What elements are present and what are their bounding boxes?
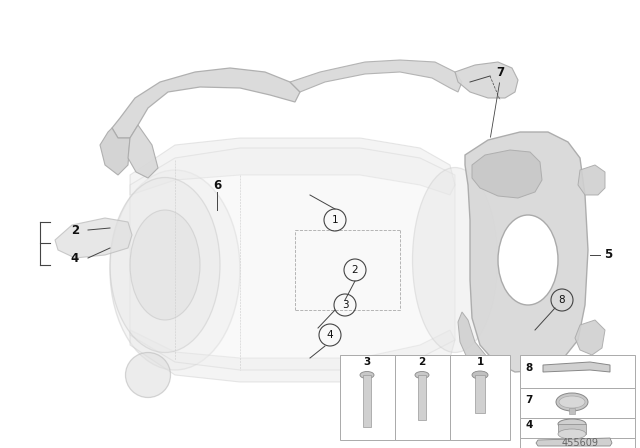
Bar bbox=[340, 355, 395, 440]
Ellipse shape bbox=[413, 168, 497, 353]
Ellipse shape bbox=[559, 396, 585, 408]
Polygon shape bbox=[100, 128, 130, 175]
Text: 2: 2 bbox=[71, 224, 79, 237]
Bar bbox=[520, 388, 635, 418]
Text: 455609: 455609 bbox=[561, 438, 598, 448]
Polygon shape bbox=[55, 218, 132, 258]
Text: 7: 7 bbox=[496, 65, 504, 78]
Polygon shape bbox=[536, 438, 612, 446]
Bar bbox=[475, 375, 485, 413]
Polygon shape bbox=[112, 68, 300, 138]
Polygon shape bbox=[130, 148, 455, 370]
Ellipse shape bbox=[498, 215, 558, 305]
Polygon shape bbox=[290, 60, 462, 92]
Text: 2: 2 bbox=[419, 357, 426, 367]
Text: 7: 7 bbox=[525, 395, 532, 405]
Polygon shape bbox=[578, 165, 605, 195]
Text: 1: 1 bbox=[476, 357, 484, 367]
Bar bbox=[520, 355, 635, 388]
Ellipse shape bbox=[125, 353, 170, 397]
Bar bbox=[450, 355, 510, 440]
Ellipse shape bbox=[472, 371, 488, 379]
Text: 8: 8 bbox=[525, 363, 532, 373]
Text: 1: 1 bbox=[332, 215, 339, 225]
Ellipse shape bbox=[415, 371, 429, 379]
Bar bbox=[569, 408, 575, 414]
Polygon shape bbox=[130, 138, 455, 195]
Text: 8: 8 bbox=[559, 295, 565, 305]
Bar bbox=[558, 424, 586, 434]
Bar bbox=[395, 355, 450, 440]
Text: 4: 4 bbox=[326, 330, 333, 340]
Ellipse shape bbox=[556, 393, 588, 411]
Text: 5: 5 bbox=[604, 249, 612, 262]
Ellipse shape bbox=[558, 419, 586, 429]
Text: 4: 4 bbox=[71, 251, 79, 264]
Ellipse shape bbox=[360, 371, 374, 379]
Text: 4: 4 bbox=[525, 420, 532, 430]
Polygon shape bbox=[465, 132, 588, 372]
Text: 3: 3 bbox=[342, 300, 348, 310]
Polygon shape bbox=[128, 125, 158, 178]
Bar bbox=[520, 418, 635, 438]
Polygon shape bbox=[130, 330, 455, 382]
Polygon shape bbox=[543, 362, 610, 372]
Bar bbox=[520, 438, 635, 448]
Polygon shape bbox=[575, 320, 605, 355]
Ellipse shape bbox=[110, 170, 240, 370]
Text: 2: 2 bbox=[352, 265, 358, 275]
Bar bbox=[418, 375, 426, 420]
Ellipse shape bbox=[130, 210, 200, 320]
Polygon shape bbox=[472, 150, 542, 198]
Bar bbox=[363, 375, 371, 427]
Ellipse shape bbox=[110, 177, 220, 353]
Text: 6: 6 bbox=[213, 178, 221, 191]
Polygon shape bbox=[455, 62, 518, 98]
Ellipse shape bbox=[558, 429, 586, 439]
Text: 3: 3 bbox=[364, 357, 371, 367]
Polygon shape bbox=[458, 312, 488, 368]
